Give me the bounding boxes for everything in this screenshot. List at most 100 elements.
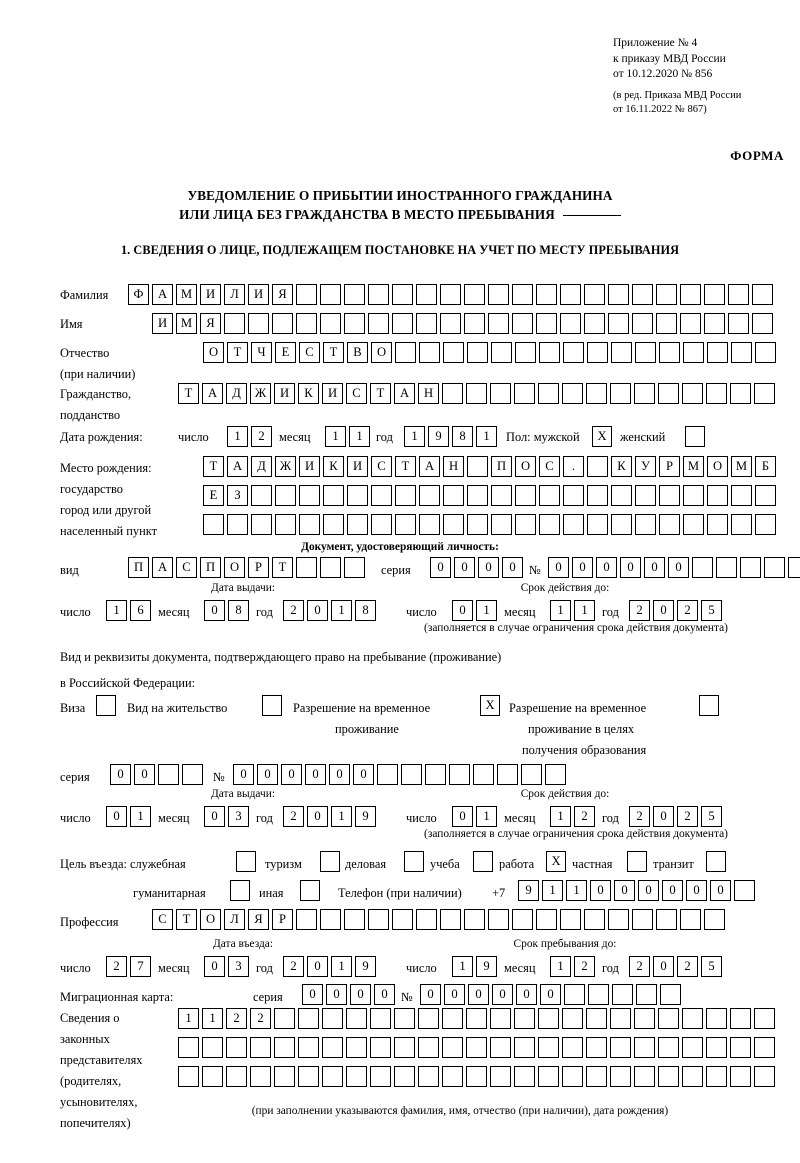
char-cell[interactable]: 0 (502, 557, 523, 578)
char-cell[interactable] (464, 909, 485, 930)
char-cell[interactable]: Т (323, 342, 344, 363)
char-cell[interactable] (250, 1037, 271, 1058)
char-cell[interactable] (514, 1008, 535, 1029)
char-cell[interactable]: Д (226, 383, 247, 404)
char-cell[interactable] (224, 313, 245, 334)
char-cell[interactable] (298, 1037, 319, 1058)
char-cell[interactable]: 0 (204, 956, 225, 977)
char-cell[interactable] (394, 1066, 415, 1087)
char-cell[interactable]: 1 (349, 426, 370, 447)
char-cell[interactable] (680, 284, 701, 305)
char-cell[interactable] (656, 909, 677, 930)
char-cell[interactable] (560, 284, 581, 305)
char-cell[interactable]: 0 (106, 806, 127, 827)
char-cell[interactable] (588, 984, 609, 1005)
char-cell[interactable] (418, 1066, 439, 1087)
char-cell[interactable]: 1 (542, 880, 563, 901)
char-cell[interactable] (442, 1037, 463, 1058)
char-cell[interactable]: 0 (452, 600, 473, 621)
char-cell[interactable] (466, 1008, 487, 1029)
char-cell[interactable]: 1 (331, 806, 352, 827)
char-cell[interactable]: Я (200, 313, 221, 334)
char-cell[interactable] (344, 909, 365, 930)
purpose-official-checkbox[interactable] (236, 851, 256, 872)
char-cell[interactable]: 0 (653, 600, 674, 621)
char-cell[interactable]: 1 (331, 600, 352, 621)
char-cell[interactable] (587, 456, 608, 477)
char-cell[interactable]: 0 (653, 956, 674, 977)
char-cell[interactable] (563, 485, 584, 506)
char-cell[interactable]: 0 (329, 764, 350, 785)
char-cell[interactable]: З (227, 485, 248, 506)
char-cell[interactable] (515, 342, 536, 363)
char-cell[interactable] (634, 1008, 655, 1029)
char-cell[interactable]: 5 (701, 806, 722, 827)
char-cell[interactable] (659, 485, 680, 506)
char-cell[interactable] (467, 342, 488, 363)
char-cell[interactable]: Ч (251, 342, 272, 363)
char-cell[interactable]: 0 (710, 880, 731, 901)
char-cell[interactable]: 9 (355, 956, 376, 977)
char-cell[interactable] (755, 342, 776, 363)
char-cell[interactable]: Т (176, 909, 197, 930)
char-cell[interactable]: 0 (374, 984, 395, 1005)
char-cell[interactable]: О (200, 909, 221, 930)
char-cell[interactable] (611, 514, 632, 535)
char-cell[interactable] (512, 313, 533, 334)
char-cell[interactable] (610, 1008, 631, 1029)
char-cell[interactable]: 9 (355, 806, 376, 827)
char-cell[interactable] (680, 313, 701, 334)
char-cell[interactable] (251, 485, 272, 506)
char-cell[interactable] (632, 909, 653, 930)
char-cell[interactable]: П (128, 557, 149, 578)
char-cell[interactable] (440, 313, 461, 334)
purpose-work-checkbox[interactable]: X (546, 851, 566, 872)
char-cell[interactable] (636, 984, 657, 1005)
char-cell[interactable] (706, 1008, 727, 1029)
char-cell[interactable]: К (298, 383, 319, 404)
char-cell[interactable] (755, 485, 776, 506)
char-cell[interactable] (515, 485, 536, 506)
char-cell[interactable] (692, 557, 713, 578)
char-cell[interactable] (680, 909, 701, 930)
char-cell[interactable]: Ж (275, 456, 296, 477)
char-cell[interactable]: 1 (574, 600, 595, 621)
char-cell[interactable]: Л (224, 284, 245, 305)
char-cell[interactable]: А (202, 383, 223, 404)
char-cell[interactable]: 1 (106, 600, 127, 621)
char-cell[interactable]: И (200, 284, 221, 305)
char-cell[interactable] (521, 764, 542, 785)
char-cell[interactable] (587, 514, 608, 535)
char-cell[interactable] (560, 313, 581, 334)
char-cell[interactable]: 2 (574, 956, 595, 977)
purpose-tourism-checkbox[interactable] (320, 851, 340, 872)
char-cell[interactable] (488, 284, 509, 305)
char-cell[interactable]: 0 (305, 764, 326, 785)
char-cell[interactable]: 2 (574, 806, 595, 827)
char-cell[interactable] (299, 514, 320, 535)
char-cell[interactable] (707, 342, 728, 363)
char-cell[interactable]: С (299, 342, 320, 363)
char-cell[interactable] (538, 1066, 559, 1087)
char-cell[interactable] (490, 1008, 511, 1029)
char-cell[interactable] (275, 485, 296, 506)
purpose-transit-checkbox[interactable] (706, 851, 726, 872)
char-cell[interactable]: Я (248, 909, 269, 930)
char-cell[interactable]: 0 (653, 806, 674, 827)
char-cell[interactable] (514, 1037, 535, 1058)
char-cell[interactable] (731, 514, 752, 535)
char-cell[interactable] (442, 383, 463, 404)
char-cell[interactable]: 0 (307, 956, 328, 977)
char-cell[interactable] (608, 284, 629, 305)
char-cell[interactable]: М (176, 284, 197, 305)
char-cell[interactable] (416, 284, 437, 305)
